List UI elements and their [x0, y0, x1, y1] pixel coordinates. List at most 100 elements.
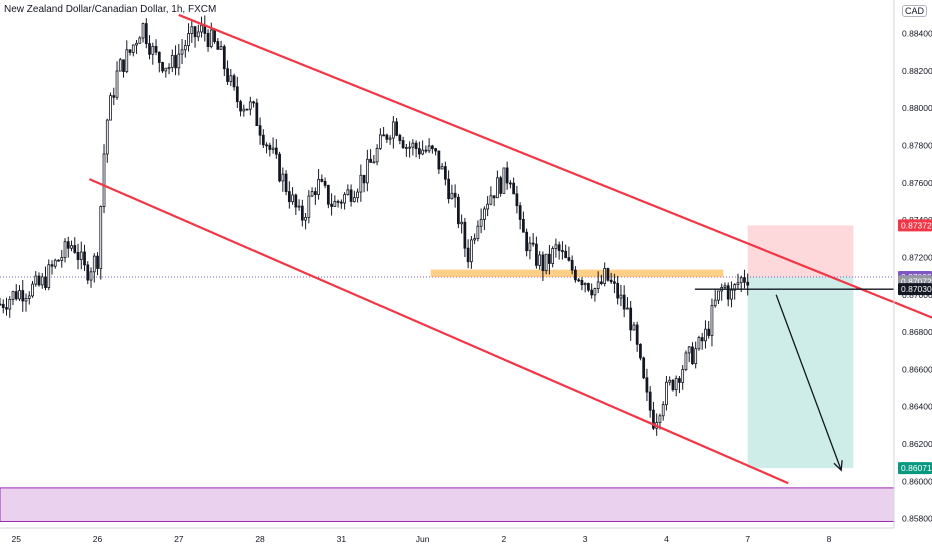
candle-body [365, 158, 369, 184]
candle-body [151, 45, 155, 55]
candle-body [486, 203, 490, 210]
candle-body [180, 49, 184, 55]
candle-body [313, 191, 317, 195]
candle-body [222, 46, 226, 70]
support-zone [0, 487, 895, 522]
candle-body [661, 404, 665, 417]
y-tick-label: 0.86800 [902, 327, 932, 337]
candle-body [424, 149, 428, 152]
candle-body [525, 231, 529, 252]
x-tick-label: 2 [502, 534, 507, 544]
candle-body [369, 158, 372, 163]
y-tick-label: 0.85800 [902, 514, 932, 524]
candle-body [122, 59, 125, 72]
candle-body [700, 337, 704, 342]
candle-body [548, 253, 551, 264]
candle-body [144, 23, 148, 44]
candle-body [131, 44, 135, 53]
candle-body [73, 245, 77, 253]
candle-body [362, 174, 366, 184]
candle-body [60, 257, 64, 261]
candle-body [580, 279, 584, 286]
candle-body [239, 101, 242, 112]
candle-body [723, 285, 727, 288]
candle-body [193, 26, 197, 38]
candle-body [447, 178, 451, 200]
candle-body [339, 201, 343, 204]
currency-badge[interactable]: CAD [902, 5, 928, 17]
candle-body [717, 290, 720, 301]
x-tick-label: 7 [745, 534, 750, 544]
candle-body [710, 305, 714, 336]
candle-body [479, 219, 483, 227]
price-label: 0.87372 [901, 220, 932, 230]
candle-body [430, 145, 434, 150]
candle-body [733, 284, 737, 291]
candle-body [596, 281, 600, 289]
candle-body [148, 43, 151, 55]
candle-body [443, 166, 447, 180]
candle-body [391, 121, 395, 139]
candle-body [157, 51, 161, 63]
price-label-bg [898, 283, 932, 296]
candle-body [665, 381, 668, 406]
candle-body [554, 244, 558, 249]
candle-body [96, 255, 99, 269]
candle-body [187, 33, 190, 46]
candle-body [330, 203, 333, 207]
candle-body [694, 348, 698, 365]
candle-body [278, 153, 281, 182]
candle-body [268, 144, 272, 150]
x-tick-label: 28 [255, 534, 265, 544]
channel-lower-line [88, 178, 789, 485]
candle-body [333, 200, 337, 207]
candle-body [603, 268, 607, 284]
x-tick-label: 3 [583, 534, 588, 544]
candle-body [226, 68, 229, 82]
candle-body [687, 346, 691, 354]
candle-body [707, 328, 711, 336]
candle-body [577, 279, 581, 282]
candle-body [648, 391, 652, 411]
candle-body [587, 283, 590, 291]
candle-body [248, 101, 252, 110]
candle-body [743, 277, 746, 283]
candle-body [83, 251, 86, 266]
candle-body [50, 264, 54, 267]
candle-body [5, 307, 8, 310]
candle-body [411, 142, 415, 148]
channel-upper-line [178, 13, 932, 319]
candle-body [21, 290, 25, 302]
candle-body [235, 86, 239, 103]
candle-body [590, 289, 594, 296]
candle-body [34, 275, 38, 285]
chart-title: New Zealand Dollar/Canadian Dollar, 1h, … [4, 4, 217, 15]
candle-body [691, 346, 694, 365]
candle-body [398, 134, 402, 141]
candle-body [115, 70, 119, 98]
y-tick-label: 0.87800 [902, 141, 932, 151]
candle-body [307, 195, 311, 218]
candle-body [287, 191, 291, 203]
candle-body [53, 259, 57, 267]
candle-body [414, 142, 418, 149]
candle-body [512, 182, 516, 195]
candle-body [128, 49, 132, 53]
candle-body [37, 275, 41, 286]
arrow-head [833, 460, 843, 472]
candle-body [626, 307, 629, 310]
candle-body [206, 32, 210, 48]
candle-body [252, 101, 255, 104]
candle-body [216, 41, 220, 50]
candle-body [92, 255, 96, 273]
candle-body [408, 146, 411, 149]
candle-body [86, 264, 90, 281]
resistance-zone [430, 269, 724, 278]
candle-body [457, 196, 460, 225]
candle-body [385, 134, 389, 140]
price-label: 0.87030 [901, 284, 932, 294]
candle-body [99, 206, 103, 269]
y-tick-label: 0.88200 [902, 66, 932, 76]
candles [0, 15, 750, 436]
